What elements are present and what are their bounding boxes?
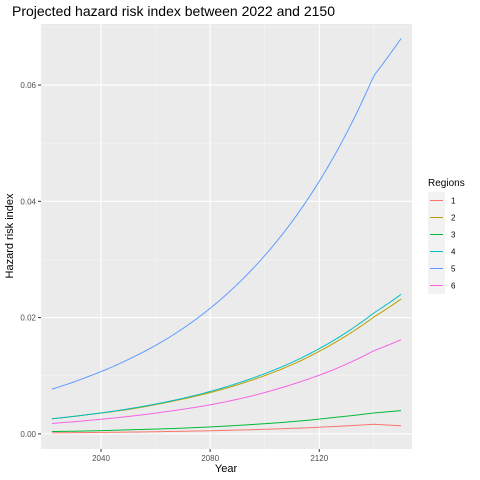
legend-label-3: 3 <box>451 231 456 240</box>
chart-title: Projected hazard risk index between 2022… <box>12 3 335 19</box>
y-axis: 0.00 0.02 0.04 0.06 <box>20 81 41 439</box>
y-tick-label: 0.00 <box>20 430 36 439</box>
y-tick-label: 0.06 <box>20 81 36 90</box>
y-axis-title: Hazard risk index <box>4 193 16 278</box>
legend-label-2: 2 <box>451 214 456 223</box>
series-line-5 <box>51 38 402 390</box>
legend-label-5: 5 <box>451 265 456 274</box>
y-tick-label: 0.04 <box>20 197 36 206</box>
x-tick-label: 2040 <box>92 454 110 463</box>
plot-background <box>41 24 412 449</box>
legend-label-1: 1 <box>451 197 456 206</box>
legend: Regions 1 2 3 4 5 6 <box>428 178 465 294</box>
series-line-6 <box>51 339 402 424</box>
x-tick-label: 2080 <box>201 454 219 463</box>
series-line-1 <box>51 423 402 434</box>
series-line-4 <box>51 293 402 420</box>
plot-panel <box>40 24 412 449</box>
legend-label-6: 6 <box>451 282 456 291</box>
y-tick-label: 0.02 <box>20 314 36 323</box>
x-tick-label: 2120 <box>310 454 328 463</box>
legend-label-4: 4 <box>451 248 456 257</box>
x-axis-title: Year <box>215 463 238 475</box>
legend-title: Regions <box>428 178 465 189</box>
series-line-3 <box>51 410 402 433</box>
x-axis: 2040 2080 2120 <box>92 449 329 463</box>
